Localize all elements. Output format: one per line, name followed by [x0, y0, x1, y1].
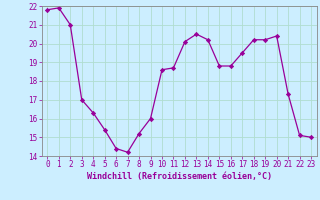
X-axis label: Windchill (Refroidissement éolien,°C): Windchill (Refroidissement éolien,°C) [87, 172, 272, 181]
